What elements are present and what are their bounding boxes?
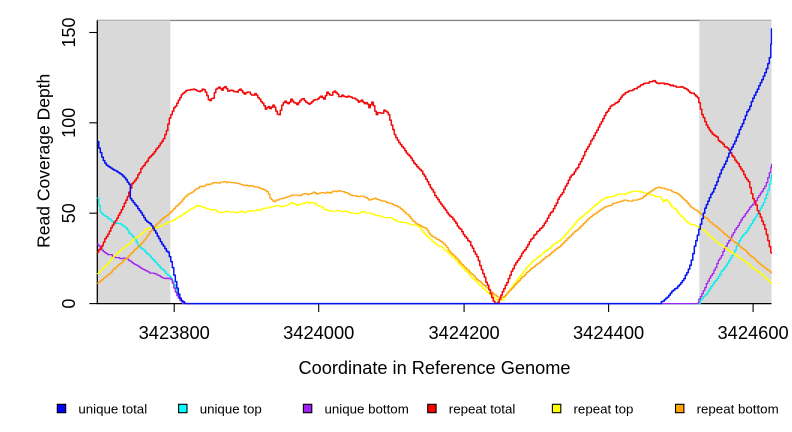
svg-text:Read Coverage Depth: Read Coverage Depth (34, 74, 54, 248)
svg-text:3424200: 3424200 (429, 322, 500, 343)
svg-text:50: 50 (59, 203, 79, 223)
svg-text:3424600: 3424600 (718, 322, 789, 343)
svg-text:150: 150 (59, 17, 79, 47)
svg-text:3423800: 3423800 (139, 322, 210, 343)
svg-text:repeat total: repeat total (449, 401, 516, 416)
svg-text:repeat top: repeat top (574, 401, 634, 416)
svg-text:3424400: 3424400 (573, 322, 644, 343)
svg-text:Coordinate in Reference Genome: Coordinate in Reference Genome (299, 358, 571, 378)
svg-text:unique bottom: unique bottom (325, 401, 409, 416)
svg-text:3424000: 3424000 (283, 322, 354, 343)
svg-text:100: 100 (59, 108, 79, 138)
svg-text:unique top: unique top (200, 401, 262, 416)
svg-text:0: 0 (59, 299, 79, 309)
svg-text:unique total: unique total (78, 401, 147, 416)
svg-text:repeat bottom: repeat bottom (697, 401, 779, 416)
